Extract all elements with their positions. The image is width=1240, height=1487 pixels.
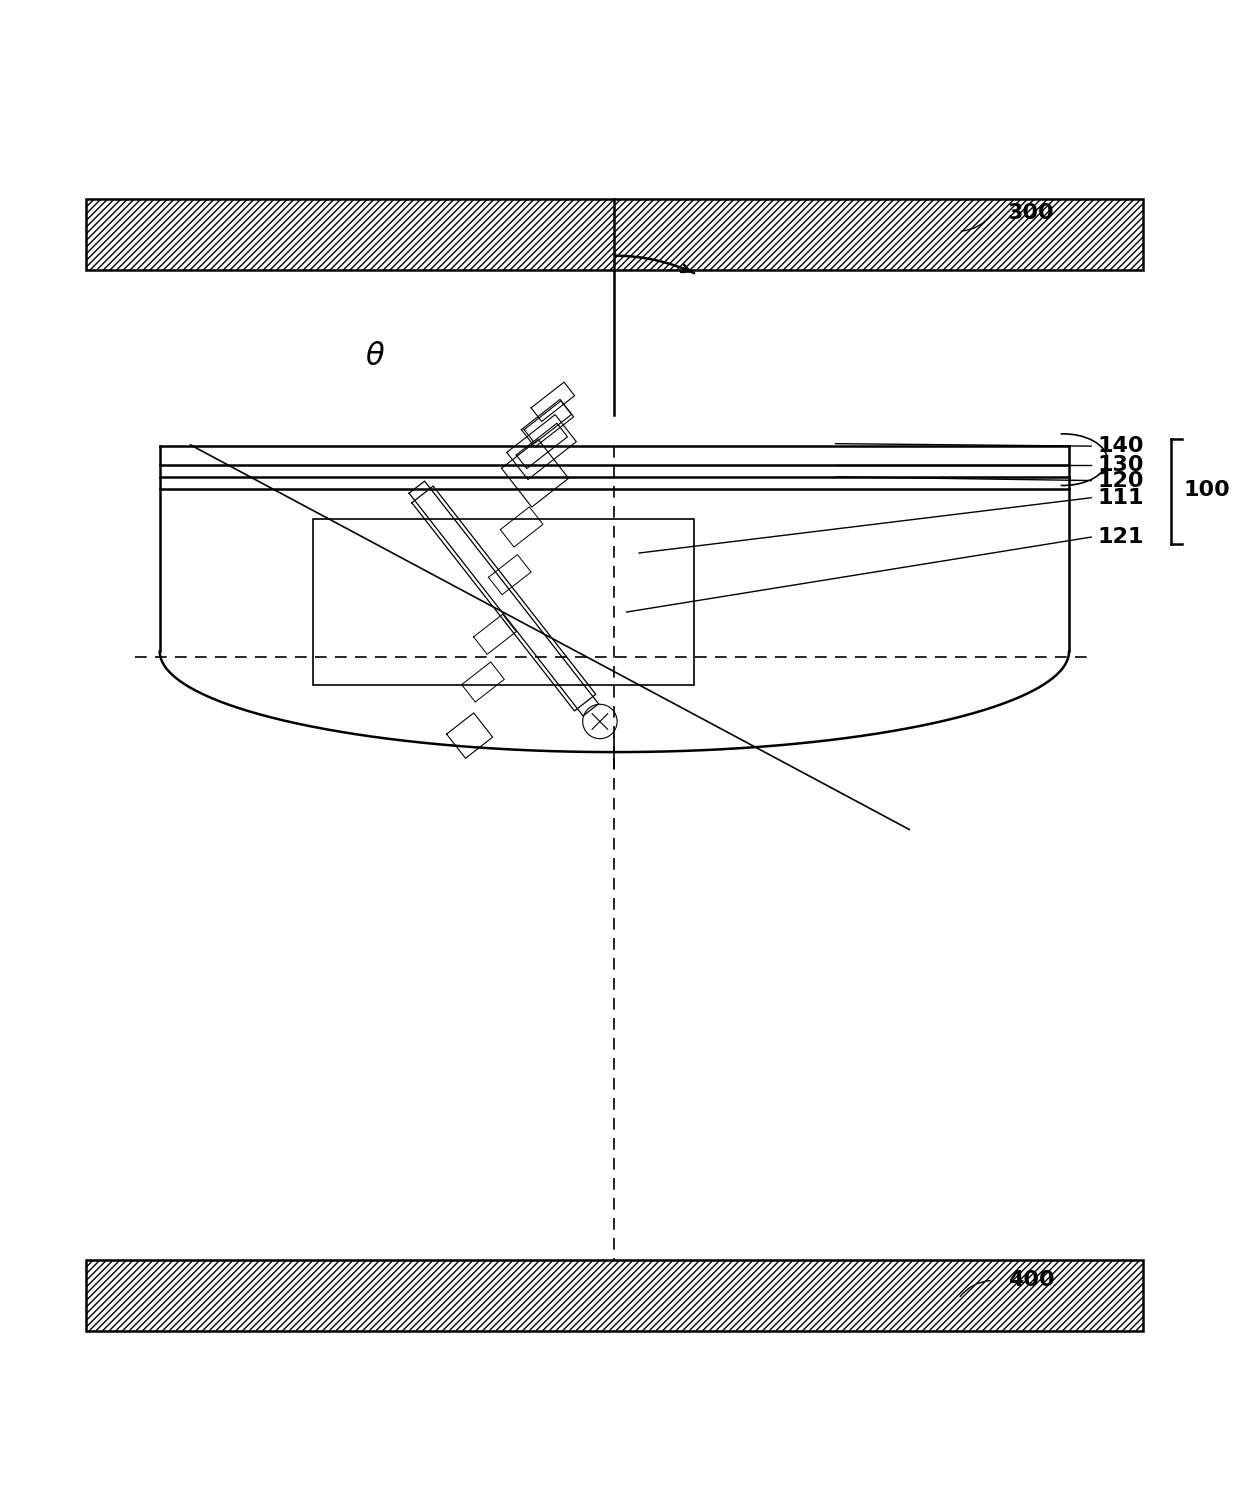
Text: 130: 130: [1097, 455, 1143, 474]
Bar: [86, 199, 1143, 271]
Bar: [86, 1259, 1143, 1331]
Bar: [314, 519, 694, 684]
Text: 121: 121: [1097, 526, 1143, 547]
Text: 120: 120: [1097, 470, 1143, 491]
Text: 300: 300: [1008, 202, 1054, 223]
Text: $\theta$: $\theta$: [365, 342, 384, 370]
Text: 400: 400: [1008, 1270, 1054, 1291]
Text: 100: 100: [1183, 480, 1230, 500]
Text: 140: 140: [1097, 436, 1143, 457]
Text: 111: 111: [1097, 488, 1143, 507]
